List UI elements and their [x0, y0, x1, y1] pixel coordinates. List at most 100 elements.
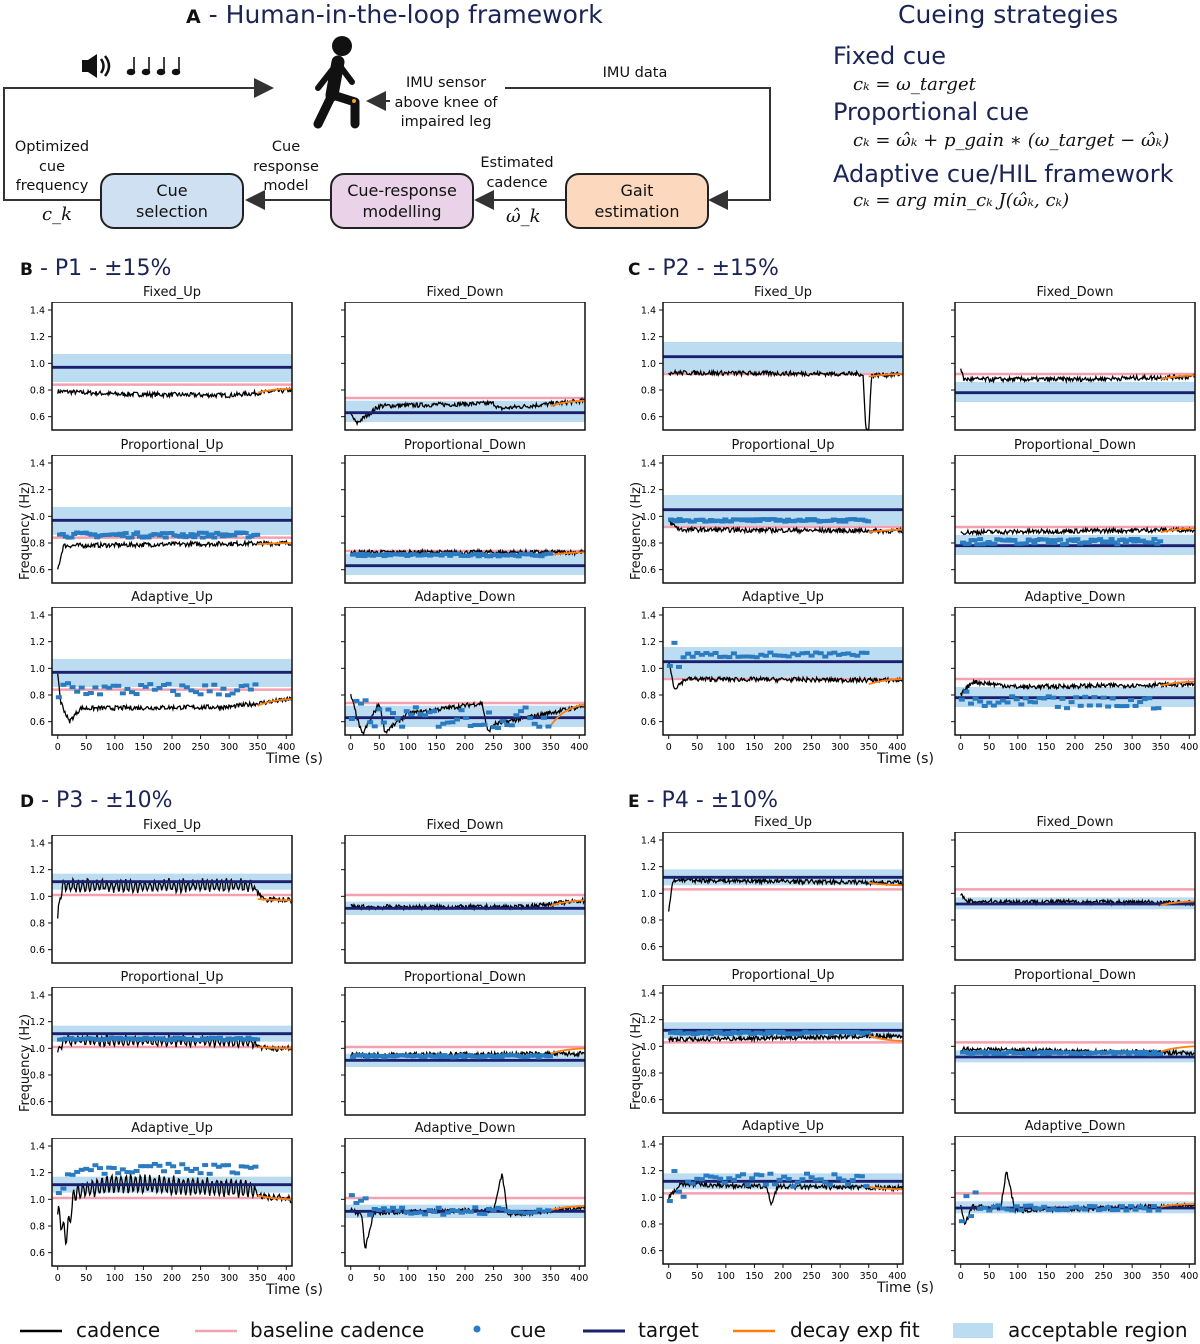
cue-point [156, 1163, 163, 1168]
cue-point [243, 683, 250, 688]
subplot-title: Adaptive_Up [131, 590, 213, 605]
cue-point [115, 1171, 122, 1176]
subplot-title: Fixed_Up [143, 285, 201, 300]
cue-point [458, 1210, 465, 1215]
y-tick-label: 1.4 [30, 991, 45, 1002]
x-tick-label: 200 [774, 1271, 792, 1282]
y-tick-label: 0.8 [641, 916, 656, 927]
y-tick-label: 0.8 [641, 691, 656, 702]
cue-point [215, 1164, 222, 1169]
plot-frame [344, 302, 586, 431]
cue-point [234, 1171, 241, 1176]
subplot-adaptive-down: 0 50 100 150 200 250 300 350 400 [951, 1136, 1198, 1282]
cue-point [467, 724, 474, 729]
cadence-line [350, 396, 585, 427]
cue-point [849, 1178, 856, 1183]
cue-point [211, 1162, 218, 1167]
cue-point [179, 1162, 186, 1167]
x-tick-label: 200 [774, 742, 792, 753]
y-axis-label: Frequency (Hz) [629, 1011, 644, 1110]
cue-point [380, 720, 387, 725]
label-line: cadence [486, 174, 548, 191]
cue-point [986, 700, 993, 705]
omega-symbol: ω̂_k [506, 206, 541, 227]
cue-point [808, 653, 815, 658]
cue-point [1137, 1204, 1144, 1209]
decay-fit-line [550, 399, 586, 407]
cue-point [242, 530, 249, 535]
cue-point [1027, 699, 1034, 704]
subplot-title: Proportional_Up [731, 438, 835, 453]
cue-point [449, 1208, 456, 1213]
subplot-title: Fixed_Up [754, 815, 812, 830]
y-tick-label: 1.0 [30, 359, 45, 370]
cue-point [1000, 698, 1006, 703]
y-tick-label: 0.8 [30, 1071, 45, 1082]
cue-point [133, 1168, 140, 1173]
cue-point [726, 1176, 733, 1181]
x-tick-label: 200 [1066, 1271, 1084, 1282]
cue-point [518, 1210, 524, 1215]
cue-point [179, 532, 186, 537]
cue-point [156, 685, 163, 690]
cue-point [845, 651, 852, 656]
cue-point [475, 554, 482, 559]
cue-point [193, 1166, 199, 1171]
cue-point [101, 684, 108, 689]
cue-point [968, 1214, 974, 1219]
cadence-line [57, 386, 292, 400]
decay-fit-line [868, 1034, 904, 1042]
panel-c-title: C - P2 - ±15% [628, 256, 779, 281]
cue-point [197, 692, 204, 697]
plot-frame [51, 455, 293, 584]
cadence-line [668, 368, 903, 431]
plot-frame [954, 1136, 1196, 1265]
cue-point [188, 1169, 195, 1174]
cue-response-model-label: Cue response model [250, 138, 322, 197]
cue-point [1022, 696, 1029, 701]
subplot-fixed-up: 0.6 0.8 1.0 1.2 1.4 [641, 832, 904, 961]
label-line: frequency [15, 178, 89, 194]
ck-symbol: c_k [42, 204, 72, 225]
y-tick-label: 1.2 [30, 637, 45, 648]
x-tick-label: 0 [55, 1273, 61, 1284]
cue-point [735, 654, 742, 659]
cue-point [426, 1208, 433, 1213]
panel-letter: C [628, 260, 641, 280]
cue-point [753, 1172, 760, 1177]
cue-point [685, 1179, 692, 1184]
x-tick-label: 150 [134, 1273, 152, 1284]
cue-point [825, 1029, 832, 1034]
y-axis-label: Frequency (Hz) [629, 481, 644, 580]
cue-point [858, 650, 865, 655]
cue-point [1148, 540, 1155, 545]
label-line: impaired leg [400, 114, 492, 130]
cue-point [728, 1032, 734, 1037]
cue-point [513, 713, 520, 718]
y-tick-label: 1.0 [30, 1044, 45, 1055]
cue-point [170, 688, 177, 693]
x-tick-label: 50 [80, 742, 92, 753]
x-tick-label: 250 [803, 742, 821, 753]
plot-frame [344, 455, 586, 584]
cue-point [171, 1037, 178, 1042]
subplot-proportional-down [341, 987, 586, 1116]
cadence-line [960, 368, 1195, 385]
label-line: cue [38, 158, 66, 175]
cue-point [458, 708, 465, 713]
y-tick-label: 0.8 [641, 1069, 656, 1080]
x-axis-label: Time (s) [877, 751, 934, 767]
cue-point [1100, 695, 1107, 700]
cue-point [1045, 1208, 1052, 1213]
cue-point [1031, 541, 1038, 546]
cue-point [842, 519, 849, 524]
x-tick-label: 250 [803, 1271, 821, 1282]
cue-point [990, 1204, 997, 1209]
cue-point [828, 1031, 834, 1036]
x-tick-label: 0 [958, 742, 964, 753]
cue-point [804, 650, 810, 655]
panel-letter: B [20, 260, 33, 280]
cue-point [1018, 702, 1025, 707]
cue-point [1097, 537, 1104, 542]
cue-point [197, 530, 203, 535]
